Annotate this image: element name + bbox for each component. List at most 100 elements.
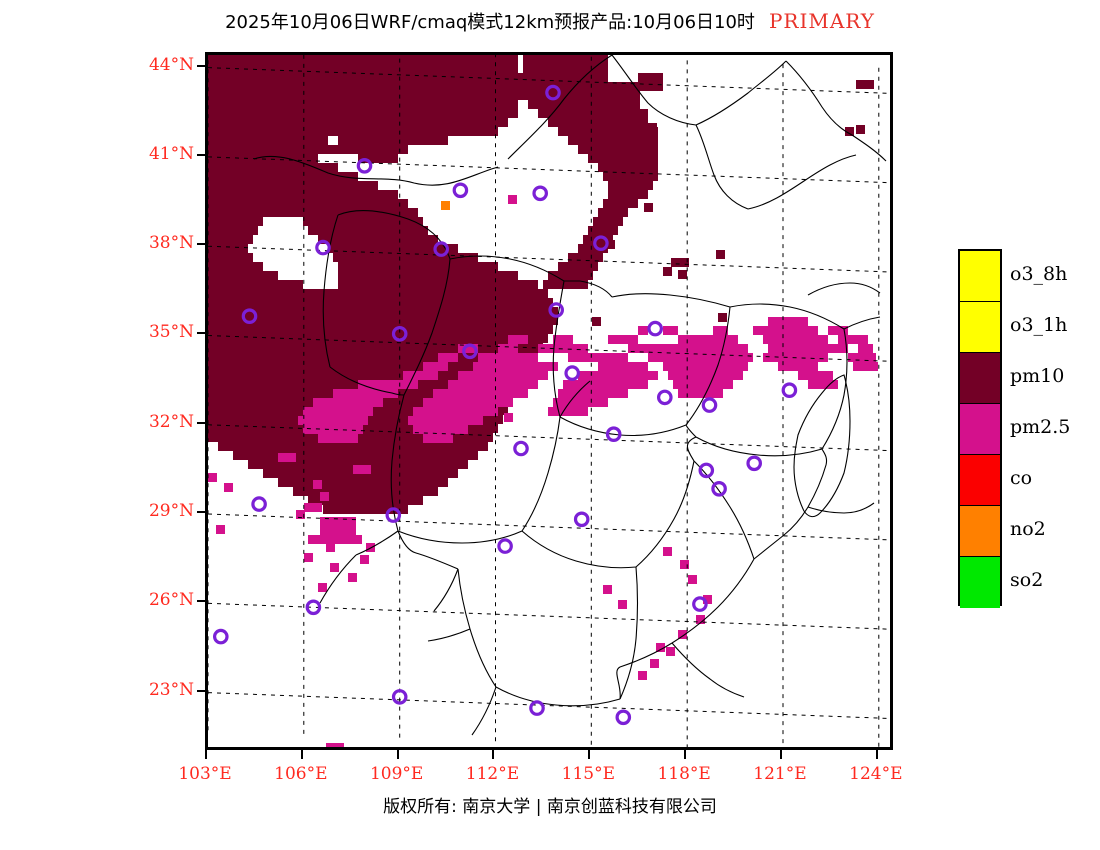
grid-cell (208, 55, 508, 64)
station-marker[interactable] (593, 235, 609, 251)
legend-swatch-no2[interactable] (960, 506, 1000, 557)
station-marker[interactable] (746, 455, 762, 472)
station-marker[interactable] (573, 511, 590, 528)
graticule-parallel (208, 602, 890, 630)
grid-cell (508, 335, 528, 344)
legend-swatch-o3_1h[interactable] (960, 302, 1000, 353)
grid-cell (208, 352, 538, 361)
grid-cell (303, 217, 423, 226)
graticule-parallel (208, 67, 890, 94)
grid-cell (333, 389, 398, 398)
station-marker[interactable] (711, 480, 727, 497)
station-marker[interactable] (385, 507, 402, 523)
lon-tick-label: 115°E (561, 764, 615, 784)
lat-tick (197, 421, 205, 424)
legend-colorbar[interactable] (958, 249, 1002, 608)
station-marker[interactable] (532, 185, 548, 202)
station-marker[interactable] (356, 158, 373, 174)
grid-cell (592, 317, 601, 326)
grid-cell (208, 73, 238, 82)
station-marker[interactable] (692, 596, 708, 612)
grid-cell (828, 326, 848, 335)
station-marker[interactable] (462, 343, 478, 360)
grid-cell (308, 535, 326, 544)
legend-swatch-pm10[interactable] (960, 353, 1000, 404)
grid-cell (233, 451, 478, 460)
grid-cell (308, 496, 423, 505)
lat-tick-label: 44°N (148, 54, 194, 75)
grid-cell (208, 473, 217, 482)
grid-cell (603, 585, 612, 594)
lon-tick (396, 750, 399, 759)
grid-cell (621, 184, 639, 193)
station-marker[interactable] (315, 239, 331, 256)
grid-cell (308, 226, 428, 235)
grid-cell (845, 127, 854, 136)
grid-cell (616, 175, 634, 184)
lat-tick (197, 600, 205, 603)
station-marker[interactable] (545, 84, 561, 101)
legend-label-pm2_5: pm2.5 (1010, 416, 1071, 438)
grid-cell (538, 344, 588, 353)
grid-cell (303, 425, 363, 434)
grid-cell (678, 270, 687, 279)
station-marker[interactable] (391, 325, 408, 342)
station-marker[interactable] (213, 628, 229, 645)
station-marker[interactable] (564, 365, 580, 381)
legend-swatch-pm2_5[interactable] (960, 404, 1000, 455)
grid-cell (648, 353, 753, 362)
grid-cell (753, 326, 818, 335)
grid-cell (858, 344, 873, 353)
station-marker[interactable] (433, 241, 449, 257)
grid-cell (208, 82, 238, 91)
grid-cell (680, 560, 689, 569)
station-marker[interactable] (615, 709, 632, 726)
station-marker[interactable] (497, 538, 513, 554)
grid-cell (838, 335, 868, 344)
grid-cell (208, 118, 263, 127)
legend-swatch-so2[interactable] (960, 557, 1000, 608)
station-marker[interactable] (452, 182, 469, 199)
legend-swatch-co[interactable] (960, 455, 1000, 506)
station-marker[interactable] (548, 302, 564, 318)
station-marker[interactable] (529, 700, 545, 716)
station-marker[interactable] (605, 426, 622, 442)
grid-cell (268, 82, 318, 91)
grid-cell (593, 217, 623, 226)
lat-tick (197, 64, 205, 67)
station-marker[interactable] (656, 389, 673, 406)
station-marker[interactable] (698, 462, 715, 479)
lat-tick (197, 243, 205, 246)
legend-swatch-o3_8h[interactable] (960, 251, 1000, 302)
grid-cell (323, 505, 408, 514)
grid-cell (330, 563, 339, 572)
station-marker[interactable] (251, 496, 267, 512)
grid-cell (578, 145, 658, 154)
grid-cell (428, 240, 437, 249)
station-marker[interactable] (647, 320, 663, 337)
grid-cell (768, 317, 808, 326)
grid-cell (598, 208, 628, 217)
station-marker-layer[interactable] (213, 84, 798, 726)
grid-cell (528, 100, 638, 109)
station-marker[interactable] (701, 397, 718, 413)
grid-cell (208, 298, 553, 307)
map-canvas[interactable] (205, 52, 893, 750)
grid-cell (398, 73, 508, 82)
station-marker[interactable] (781, 382, 798, 398)
grid-cell (504, 413, 513, 422)
grid-cell (458, 344, 478, 353)
grid-cell (458, 371, 548, 380)
station-marker[interactable] (241, 308, 258, 325)
grid-cell (208, 244, 248, 253)
lon-tick-label: 112°E (465, 764, 520, 784)
grid-cell (208, 280, 303, 289)
grid-cell (606, 240, 615, 249)
station-marker[interactable] (391, 689, 408, 705)
grid-cell (348, 573, 357, 582)
station-marker[interactable] (513, 440, 529, 457)
grid-cell (293, 487, 438, 496)
station-marker[interactable] (305, 599, 322, 616)
lat-tick-label: 32°N (148, 411, 194, 432)
grid-cell (304, 553, 313, 562)
